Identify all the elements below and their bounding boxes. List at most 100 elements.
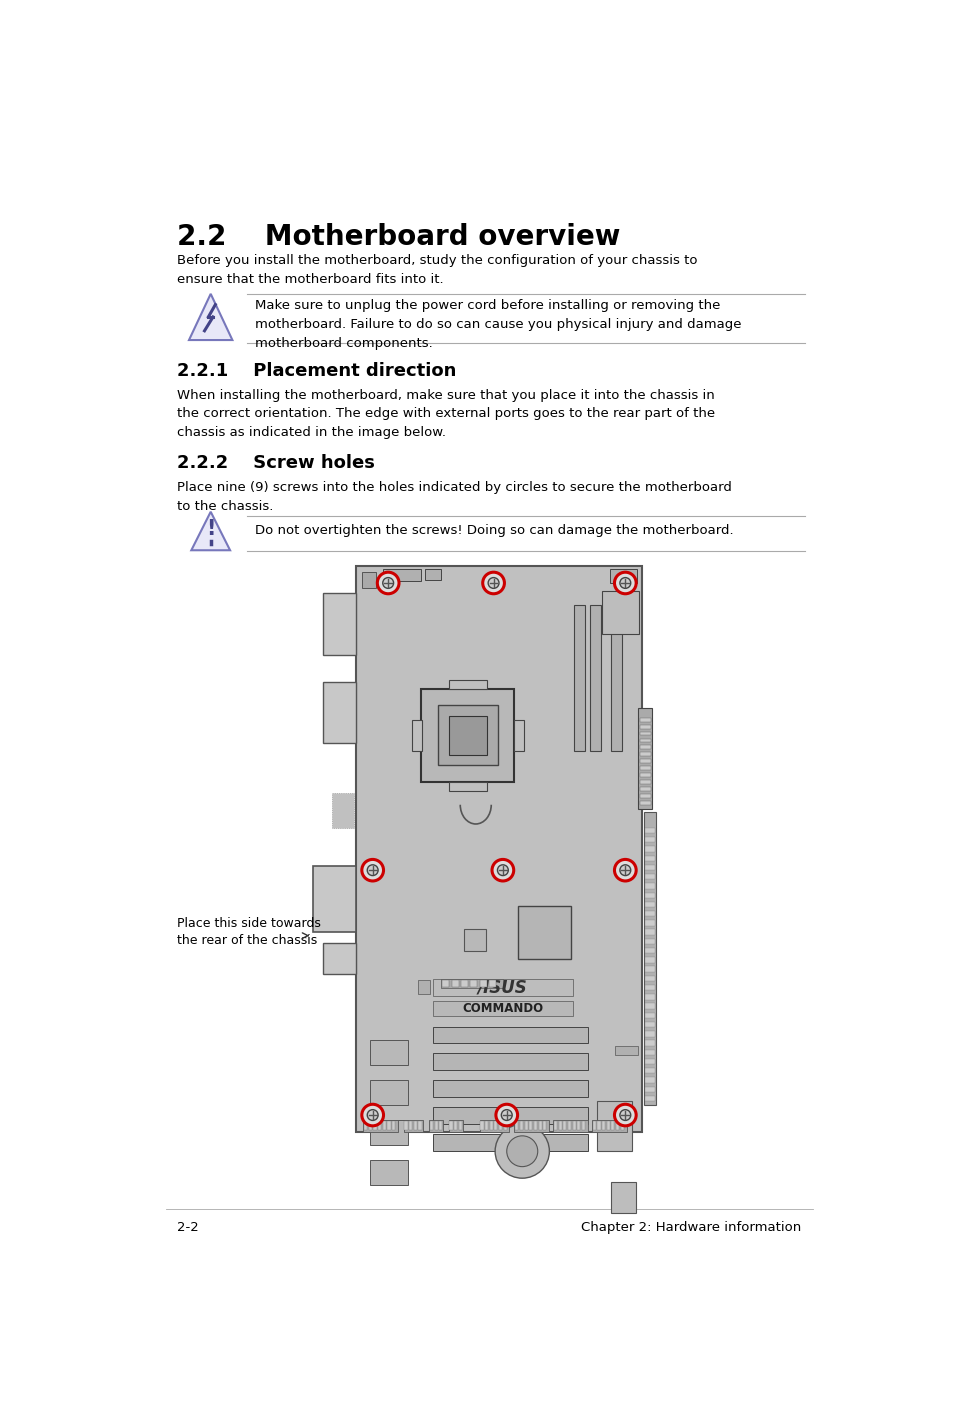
Circle shape: [492, 859, 513, 882]
Bar: [645, 921, 654, 925]
Bar: [645, 1087, 654, 1092]
Bar: [645, 1031, 654, 1036]
Bar: [645, 1050, 654, 1054]
Bar: [639, 794, 650, 797]
Bar: [433, 1108, 587, 1125]
Bar: [332, 793, 354, 828]
Bar: [514, 720, 523, 751]
Circle shape: [614, 859, 636, 882]
Bar: [645, 1069, 654, 1073]
Circle shape: [500, 1109, 512, 1121]
Bar: [448, 782, 487, 792]
Bar: [572, 1121, 575, 1130]
Bar: [645, 1022, 654, 1028]
Text: Place nine (9) screws into the holes indicated by circles to secure the motherbo: Place nine (9) screws into the holes ind…: [177, 481, 732, 513]
Bar: [429, 1119, 443, 1132]
Bar: [615, 1046, 638, 1054]
Bar: [448, 716, 487, 755]
Bar: [524, 1121, 527, 1130]
Bar: [382, 1121, 385, 1130]
Bar: [454, 1121, 456, 1130]
Bar: [639, 787, 650, 792]
Text: Place this side towards
the rear of the chassis: Place this side towards the rear of the …: [177, 917, 321, 946]
Bar: [639, 717, 650, 721]
Bar: [433, 1135, 587, 1152]
Bar: [494, 1121, 497, 1130]
Circle shape: [619, 578, 630, 588]
Bar: [460, 980, 468, 987]
Bar: [514, 1119, 549, 1132]
Bar: [645, 875, 654, 879]
Circle shape: [614, 1104, 636, 1126]
Bar: [433, 1053, 587, 1070]
Bar: [645, 865, 654, 870]
Bar: [645, 939, 654, 943]
Circle shape: [361, 859, 383, 882]
Bar: [645, 1004, 654, 1008]
Bar: [645, 966, 654, 972]
Bar: [364, 1121, 367, 1130]
Circle shape: [367, 1109, 377, 1121]
Bar: [449, 1121, 452, 1130]
Bar: [639, 780, 650, 785]
Bar: [589, 605, 599, 751]
Bar: [542, 1121, 546, 1130]
Bar: [382, 569, 421, 582]
Bar: [433, 1080, 587, 1097]
Bar: [435, 1121, 437, 1130]
Bar: [363, 1119, 397, 1132]
Bar: [611, 1121, 614, 1130]
Text: Before you install the motherboard, study the configuration of your chassis to
e: Before you install the motherboard, stud…: [177, 254, 698, 285]
Bar: [645, 846, 654, 852]
Bar: [645, 976, 654, 981]
Bar: [458, 1121, 461, 1130]
Bar: [577, 1121, 579, 1130]
Text: 2.2    Motherboard overview: 2.2 Motherboard overview: [177, 224, 620, 252]
Bar: [403, 1119, 422, 1132]
Bar: [592, 1119, 626, 1132]
Bar: [645, 1077, 654, 1083]
Circle shape: [377, 572, 398, 593]
Bar: [439, 1121, 442, 1130]
Bar: [611, 605, 621, 751]
Bar: [442, 980, 449, 987]
Bar: [567, 1121, 571, 1130]
Bar: [448, 1119, 462, 1132]
Bar: [425, 569, 440, 579]
Bar: [639, 773, 650, 778]
Bar: [645, 1095, 654, 1101]
Text: !: !: [206, 519, 215, 538]
Bar: [409, 1121, 412, 1130]
Bar: [484, 1121, 488, 1130]
Bar: [430, 1121, 433, 1130]
Bar: [645, 994, 654, 1000]
Bar: [323, 682, 355, 744]
Bar: [433, 1026, 587, 1043]
Bar: [369, 1039, 408, 1064]
Bar: [638, 709, 652, 808]
Bar: [440, 979, 502, 988]
Bar: [418, 1121, 421, 1130]
Bar: [616, 1121, 618, 1130]
Bar: [645, 883, 654, 889]
Circle shape: [382, 578, 394, 588]
Bar: [412, 720, 421, 751]
Text: /ISUS: /ISUS: [477, 979, 527, 997]
Bar: [643, 813, 656, 1105]
Bar: [597, 1121, 599, 1130]
Bar: [323, 593, 355, 655]
Bar: [609, 569, 637, 583]
Bar: [537, 1121, 541, 1130]
Bar: [639, 745, 650, 749]
Bar: [519, 1121, 522, 1130]
Bar: [645, 1059, 654, 1064]
Bar: [645, 986, 654, 990]
Bar: [489, 1121, 493, 1130]
Bar: [592, 1121, 596, 1130]
Bar: [645, 957, 654, 963]
Bar: [369, 1080, 408, 1105]
Bar: [480, 1121, 483, 1130]
Bar: [529, 1121, 532, 1130]
Bar: [639, 752, 650, 756]
Bar: [517, 907, 571, 959]
